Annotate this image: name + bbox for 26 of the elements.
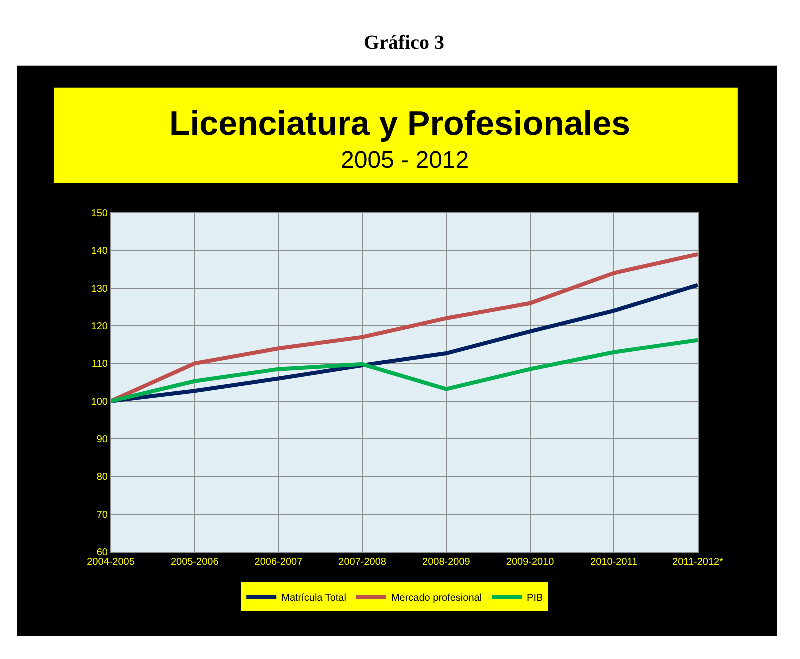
x-tick-label: 2009-2010	[506, 557, 555, 568]
y-tick-label: 130	[91, 284, 108, 295]
legend-label: Matrícula Total	[282, 592, 346, 604]
line-series	[111, 283, 698, 404]
x-tick-label: 2005-2006	[170, 557, 220, 568]
chart-subtitle: 2005 - 2012	[341, 147, 470, 174]
y-tick-label: 70	[96, 510, 108, 521]
y-tick-label: 150	[91, 208, 108, 220]
y-tick-label: 90	[96, 434, 108, 446]
y-tick-label: 60	[96, 548, 108, 558]
legend-label: PIB	[527, 592, 544, 604]
chart-title: Licenciatura y Profesionales	[169, 104, 631, 143]
y-tick-label: 140	[91, 246, 108, 258]
y-tick-label: 100	[91, 396, 108, 408]
x-tick-label: 2006-2007	[254, 557, 304, 568]
x-tick-label: 2007-2008	[338, 557, 387, 568]
y-tick-label: 120	[91, 322, 108, 332]
legend-label: Mercado profesional	[391, 592, 482, 604]
line-series	[111, 338, 698, 404]
y-tick-label: 110	[92, 359, 108, 370]
y-tick-label: 80	[96, 472, 108, 484]
x-tick-label: 2010-2011	[590, 557, 638, 568]
x-tick-label: 2004-2005	[87, 557, 136, 568]
text: Gráfico 3	[364, 32, 445, 54]
x-tick-label: 2011-2012*	[672, 557, 724, 568]
x-tick-label: 2008-2009	[422, 557, 471, 568]
